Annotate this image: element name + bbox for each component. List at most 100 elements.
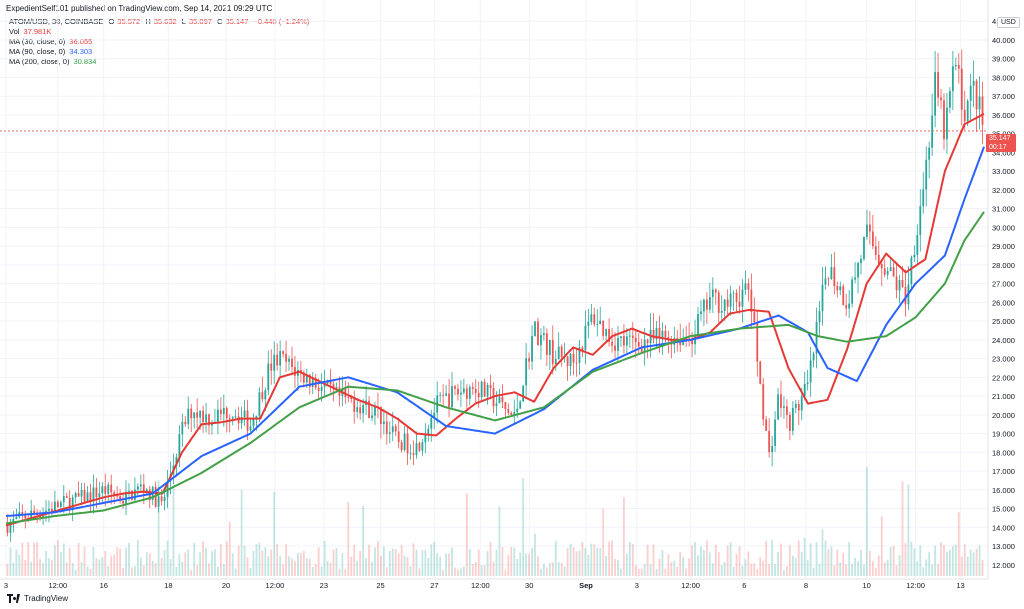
volume-bar (107, 565, 110, 576)
ma200-row[interactable]: MA (200, close, 0) 30.834 (9, 57, 312, 67)
volume-bar (74, 569, 77, 576)
candle-body (359, 407, 362, 414)
ma30-label: MA (30, close, 0) (9, 37, 66, 46)
tradingview-brand[interactable]: TradingView (7, 594, 68, 603)
candle-body (208, 414, 210, 426)
volume-bar (531, 548, 533, 576)
candle-body (465, 388, 468, 399)
volume-bar (291, 558, 293, 576)
candle-body (68, 497, 71, 510)
candle-body (919, 206, 922, 235)
volume-bar (196, 564, 199, 576)
volume-bar (131, 567, 133, 576)
candle-body (184, 421, 187, 425)
volume-bar (279, 555, 282, 576)
volume-bar (160, 557, 163, 576)
candle-body (510, 412, 513, 415)
candle-body (136, 486, 139, 490)
candle-body (943, 100, 945, 140)
candle-body (617, 337, 619, 351)
volume-bar (145, 551, 148, 576)
candle-body (957, 64, 960, 69)
volume-bar (794, 557, 797, 576)
volume-bar (925, 559, 928, 576)
candle-body (806, 382, 809, 384)
price-axis: 12.000 13.000 14.000 15.000 16.000 17.000 18.0… (992, 17, 1015, 570)
volume-bar (910, 541, 913, 576)
candle-body (460, 392, 462, 395)
y-tick-label: 36.000 (992, 111, 1015, 120)
volume-bar (874, 567, 877, 576)
volume-bar (525, 553, 528, 576)
candle-body (839, 286, 842, 291)
candle-body (623, 336, 625, 346)
candle-body (507, 409, 510, 413)
candle-body (913, 254, 916, 258)
candle-body (371, 415, 373, 418)
candle-body (457, 388, 459, 395)
candle-body (827, 278, 830, 280)
volume-bar (711, 563, 714, 576)
volume-bar (886, 559, 889, 576)
ma90-row[interactable]: MA (90, close, 0) 34.303 (9, 47, 312, 57)
candle-body (717, 292, 720, 313)
candle-body (747, 283, 750, 290)
volume-bar (282, 564, 284, 576)
volume-bar (136, 540, 139, 576)
y-tick-label: 15.000 (992, 505, 1015, 514)
volume-bar (634, 565, 637, 576)
candle-body (12, 518, 15, 523)
candle-body (368, 400, 370, 418)
volume-bar (812, 567, 815, 576)
currency-selector[interactable]: USD (997, 17, 1020, 28)
volume-bar (380, 555, 382, 576)
candle-body (652, 329, 655, 340)
y-tick-label: 19.000 (992, 430, 1015, 439)
volume-bar (756, 569, 759, 576)
candle-body (697, 314, 699, 335)
volume-bar (729, 542, 732, 576)
volume-bar (694, 542, 696, 576)
candle-body (777, 394, 779, 420)
volume-bar (780, 543, 782, 576)
x-tick-label: 25 (376, 581, 384, 590)
candle-body (231, 416, 234, 419)
candle-body (261, 392, 264, 400)
volume-bar (211, 551, 213, 576)
candle-body (119, 496, 121, 502)
volume-bar (202, 541, 204, 576)
candle-body (353, 399, 356, 412)
volume-bar (572, 547, 575, 576)
candle-body (803, 383, 806, 397)
candle-body (581, 347, 584, 350)
volume-bar (871, 561, 874, 576)
candle-body (569, 353, 572, 367)
y-tick-label: 31.000 (992, 205, 1015, 214)
volume-bar (329, 562, 332, 576)
vol-row[interactable]: Vol 37.981K (9, 27, 312, 37)
volume-bar (691, 545, 693, 576)
y-tick-label: 25.000 (992, 317, 1015, 326)
candle-body (599, 320, 602, 325)
volume-bar (783, 569, 785, 576)
volume-bar (51, 560, 53, 576)
volume-bar (151, 560, 154, 576)
volume-bar (655, 568, 658, 576)
volume-bar (827, 549, 830, 576)
volume-bar (15, 549, 18, 576)
y-tick-label: 28.000 (992, 261, 1015, 270)
x-tick-label: 27 (430, 581, 438, 590)
ma30-row[interactable]: MA (30, close, 0) 36.055 (9, 37, 312, 47)
candle-body (89, 492, 92, 502)
x-tick-label: 10 (862, 581, 870, 590)
volume-bar (548, 562, 551, 576)
volume-bar (240, 489, 243, 576)
volume-bar (400, 544, 403, 576)
publisher-line: ExpedientSelf101 published on TradingVie… (6, 4, 273, 13)
volume-bar (492, 561, 495, 576)
volume-bar (960, 556, 963, 576)
candle-body (525, 358, 528, 386)
candle-body (222, 407, 225, 415)
ma200-value: 30.834 (73, 57, 97, 66)
